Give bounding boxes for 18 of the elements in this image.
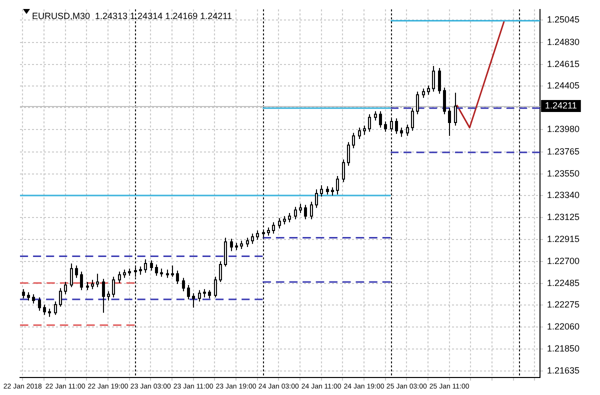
- y-tick-label: 1.24830: [547, 36, 580, 47]
- y-tick-label: 1.23125: [547, 212, 580, 222]
- y-tick-label: 1.22915: [547, 234, 580, 244]
- y-tick-label: 1.22060: [547, 322, 580, 332]
- y-tick-label: 1.23340: [547, 190, 580, 200]
- y-tick-label: 1.21850: [547, 343, 580, 354]
- y-tick-label: 1.23980: [547, 124, 580, 134]
- y-tick-label: 1.24405: [547, 80, 580, 91]
- y-tick-label: 1.21635: [547, 365, 580, 376]
- y-tick-label: 1.25045: [547, 14, 580, 25]
- ref-line-label: 1.24211: [545, 100, 577, 110]
- y-tick-label: 1.23550: [547, 168, 580, 178]
- y-tick-label: 1.24615: [547, 58, 580, 69]
- y-tick-label: 1.23765: [547, 146, 580, 156]
- chart-title: EURUSD,M30 1.24313 1.24314 1.24169 1.24211: [32, 10, 232, 21]
- y-tick-label: 1.22700: [547, 256, 580, 266]
- y-tick-label: 1.22485: [547, 278, 580, 288]
- y-tick-label: 1.22275: [547, 300, 580, 310]
